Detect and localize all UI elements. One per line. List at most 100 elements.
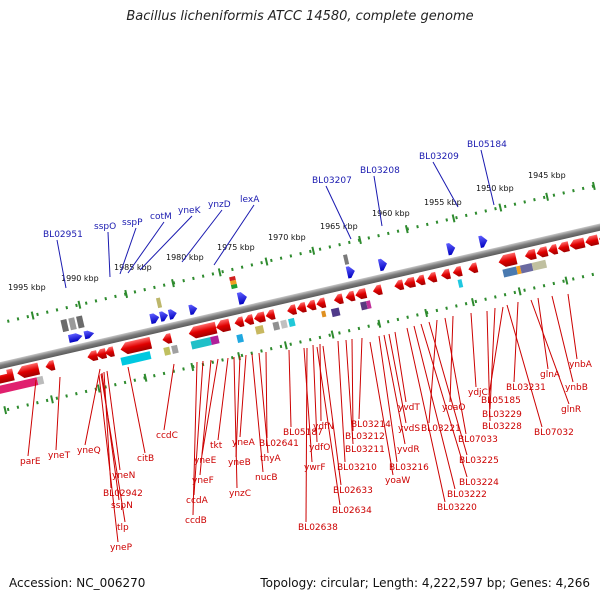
- gene-label: BL03220: [437, 503, 477, 513]
- feature-block: [288, 317, 296, 327]
- gene-arrow: [188, 321, 218, 339]
- forward-strand-genes: [67, 235, 488, 343]
- gene-arrow: [188, 304, 198, 316]
- leader-line: [322, 345, 342, 486]
- leader-line: [163, 363, 175, 431]
- gene-arrow: [96, 348, 108, 360]
- gene-arrow: [244, 314, 255, 325]
- gene-label: BL03211: [345, 445, 385, 455]
- feature-block: [190, 337, 212, 350]
- gene-label: yvdT: [398, 403, 420, 413]
- major-ticks: [3, 181, 596, 415]
- gene-label: lexA: [240, 195, 260, 205]
- gene-label: BL03209: [419, 152, 459, 162]
- gene-arrow: [159, 311, 169, 322]
- gene-arrow: [524, 248, 537, 261]
- feature-block: [155, 297, 163, 309]
- gene-arrow: [67, 333, 83, 343]
- gene-label: ccdB: [185, 516, 207, 526]
- leader-line: [513, 301, 519, 383]
- leader-line: [119, 227, 137, 275]
- major-tick: [124, 289, 129, 299]
- leader-line: [369, 341, 394, 476]
- leader-line: [199, 359, 212, 476]
- gene-arrow: [585, 234, 600, 247]
- major-tick: [592, 181, 596, 191]
- leader-line: [84, 368, 101, 446]
- major-tick: [451, 214, 456, 223]
- gene-label: BL03228: [482, 422, 522, 432]
- leader-line: [213, 204, 255, 266]
- major-tick: [217, 268, 222, 277]
- gene-label: BL03214: [351, 420, 391, 430]
- gene-arrow: [120, 336, 153, 355]
- leader-line: [319, 343, 322, 422]
- gene-label: nucB: [255, 473, 278, 483]
- gene-arrow: [536, 246, 549, 258]
- gene-label: ccdA: [186, 496, 209, 506]
- major-tick: [471, 298, 475, 307]
- feature-block: [502, 266, 518, 278]
- feature-block: [360, 301, 368, 311]
- leader-line: [506, 304, 543, 428]
- major-tick: [377, 319, 382, 328]
- gene-label: ydjC: [468, 388, 488, 398]
- major-tick: [564, 276, 569, 285]
- leader-line: [432, 161, 459, 208]
- major-tick: [3, 406, 8, 415]
- gene-label: BL03221: [421, 424, 461, 434]
- leader-line: [98, 374, 119, 543]
- leader-line: [470, 312, 477, 388]
- leader-line: [428, 319, 438, 424]
- leader-line: [489, 307, 496, 410]
- gene-arrow: [316, 297, 327, 309]
- leader-line: [181, 209, 223, 263]
- major-tick: [96, 384, 101, 393]
- gene-arrow: [287, 304, 298, 315]
- gene-label: BL05187: [283, 428, 323, 438]
- scale-label: 1970 kbp: [268, 233, 306, 242]
- leader-line: [192, 361, 198, 516]
- gene-label: yneK: [178, 206, 202, 216]
- leader-line: [193, 360, 204, 496]
- major-tick: [50, 395, 54, 404]
- gene-label: ydfN: [313, 422, 334, 432]
- leader-line: [139, 215, 193, 271]
- major-tick: [171, 279, 175, 288]
- chromosome-backbone: [0, 207, 600, 386]
- gene-label: BL02951: [43, 230, 83, 240]
- leader-line: [373, 175, 383, 227]
- feature-block: [163, 346, 171, 356]
- gene-label: BL03224: [459, 478, 499, 488]
- gene-arrow: [149, 313, 160, 324]
- major-tick: [311, 246, 316, 255]
- gene-label: BL03225: [459, 456, 499, 466]
- major-tick: [77, 300, 82, 309]
- leader-line: [107, 231, 111, 278]
- gene-label: BL07033: [458, 435, 498, 445]
- accession-text: Accession: NC_006270: [9, 576, 146, 590]
- gene-arrow: [17, 362, 41, 378]
- gene-label: BL03212: [345, 432, 385, 442]
- gene-label: BL03231: [506, 383, 546, 393]
- gene-label: yneE: [194, 456, 217, 466]
- gene-label: parE: [20, 457, 41, 467]
- gene-arrow: [345, 266, 355, 279]
- feature-block: [321, 310, 327, 318]
- gene-arrow: [355, 288, 368, 300]
- feature-block: [531, 259, 548, 271]
- gene-label: BL02638: [298, 523, 338, 533]
- scale-label: 1955 kbp: [424, 198, 462, 207]
- leader-line: [406, 327, 446, 503]
- forward-gene-labels: BL05184 BL03209 BL03208 BL03207 lexA ynzD yneK…: [43, 140, 507, 289]
- gene-label: thyA: [260, 454, 282, 464]
- gene-label: tkt: [210, 441, 223, 451]
- leader-line: [337, 340, 346, 463]
- leader-line: [233, 356, 238, 489]
- feature-block: [0, 377, 39, 398]
- gene-label: BL02942: [103, 489, 143, 499]
- gene-label: BL05185: [481, 396, 521, 406]
- feature-block: [330, 307, 341, 318]
- leader-line: [265, 351, 268, 439]
